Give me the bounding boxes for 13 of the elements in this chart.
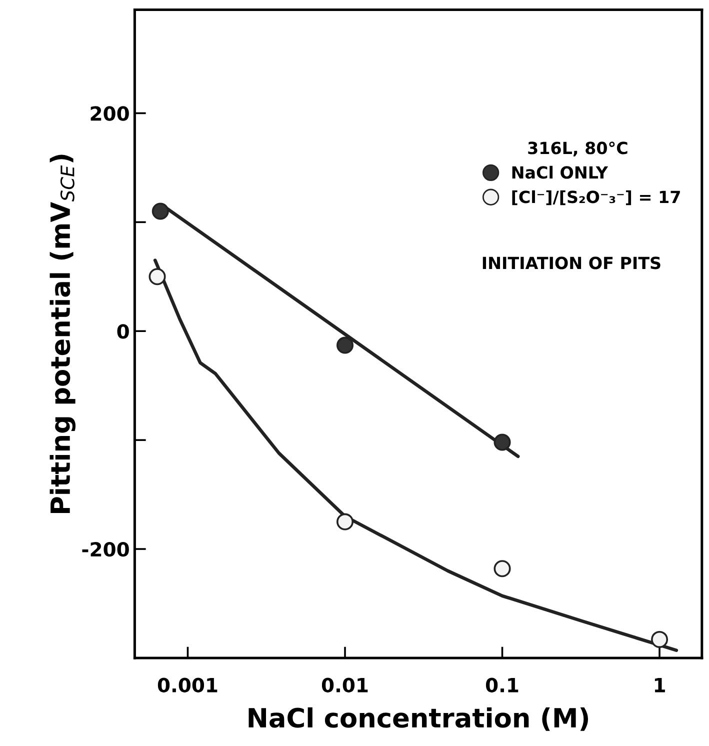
- x-axis-title: NaCl concentration (M): [248, 707, 588, 731]
- legend-title: 316L, 80°C: [528, 142, 628, 156]
- annotation: INITIATION OF PITS: [482, 256, 660, 270]
- legend-label: NaCl ONLY: [512, 166, 608, 179]
- y-tick-label: 0: [117, 324, 129, 339]
- x-tick-label: 0.01: [322, 678, 368, 692]
- y-tick-label: 200: [90, 106, 129, 121]
- x-tick-label: 0.001: [158, 678, 218, 692]
- x-tick-label: 0.1: [486, 678, 518, 692]
- x-tick-label: 1: [654, 678, 665, 692]
- y-axis-title: Pitting potential (mV$_{SCE}$): [50, 154, 76, 513]
- legend-label: [Cl⁻]/[S₂O⁻₃⁻] = 17: [512, 190, 680, 206]
- y-tick-label: -200: [82, 542, 129, 557]
